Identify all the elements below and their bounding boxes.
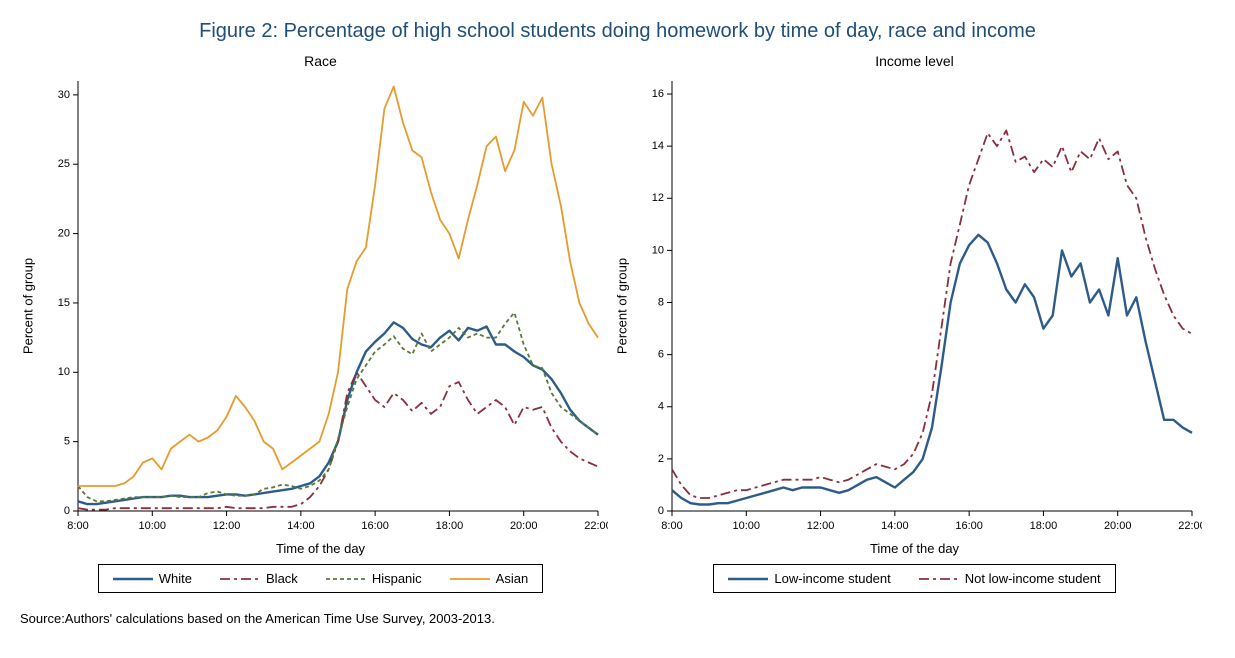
svg-text:0: 0 — [63, 505, 69, 517]
series-low-income-student — [672, 235, 1192, 505]
svg-text:14:00: 14:00 — [287, 520, 315, 532]
series-not-low-income-student — [672, 131, 1192, 499]
panel-income-ylabel: Percent of group — [614, 258, 629, 354]
income-plot: 0 2 4 6 8 10 12 14 16 8:00 10:00 12:00 14:00 16:00 18:… — [628, 73, 1202, 539]
legend-label: Low-income student — [774, 571, 890, 586]
svg-text:20:00: 20:00 — [1103, 520, 1131, 532]
legend-label: Not low-income student — [965, 571, 1101, 586]
svg-text:14: 14 — [651, 140, 663, 152]
svg-text:15: 15 — [57, 297, 69, 309]
series-black — [78, 372, 598, 509]
panel-income-xlabel: Time of the day — [870, 541, 959, 556]
panel-income-title: Income level — [875, 53, 954, 69]
svg-text:22:00: 22:00 — [584, 520, 608, 532]
income-legend: Low-income student Not low-income student — [713, 564, 1115, 593]
legend-item-white: White — [113, 571, 192, 586]
panel-race-xlabel: Time of the day — [276, 541, 365, 556]
svg-text:8:00: 8:00 — [661, 520, 682, 532]
panel-income: Income level Percent of group 0246810121… — [628, 53, 1202, 593]
svg-text:12:00: 12:00 — [212, 520, 240, 532]
svg-text:2: 2 — [657, 453, 663, 465]
svg-text:0: 0 — [657, 505, 663, 517]
legend-item-black: Black — [220, 571, 298, 586]
svg-text:10:00: 10:00 — [732, 520, 760, 532]
legend-item-not-low-income-student: Not low-income student — [919, 571, 1101, 586]
legend-item-asian: Asian — [450, 571, 529, 586]
svg-text:16: 16 — [651, 88, 663, 100]
svg-text:22:00: 22:00 — [1178, 520, 1202, 532]
series-hispanic — [78, 313, 598, 502]
svg-text:20: 20 — [57, 227, 69, 239]
svg-text:10:00: 10:00 — [138, 520, 166, 532]
series-asian — [78, 87, 598, 487]
panel-race-ylabel: Percent of group — [20, 258, 35, 354]
legend-item-hispanic: Hispanic — [326, 571, 422, 586]
svg-text:20:00: 20:00 — [509, 520, 537, 532]
panels-container: Race Percent of group 0510152025308:0010… — [20, 53, 1215, 593]
race-legend: White Black Hispanic Asian — [98, 564, 543, 593]
svg-text:10: 10 — [651, 244, 663, 256]
legend-label: Black — [266, 571, 298, 586]
panel-race: Race Percent of group 0510152025308:0010… — [34, 53, 608, 593]
svg-text:10: 10 — [57, 366, 69, 378]
svg-text:4: 4 — [657, 401, 663, 413]
panel-race-title: Race — [304, 53, 337, 69]
svg-text:25: 25 — [57, 158, 69, 170]
svg-text:18:00: 18:00 — [1029, 520, 1057, 532]
race-plot: 0 5 10 15 20 25 30 8:00 10:00 12:00 14:00 16:00 18:0… — [34, 73, 608, 539]
svg-text:8:00: 8:00 — [67, 520, 88, 532]
svg-text:18:00: 18:00 — [435, 520, 463, 532]
svg-text:6: 6 — [657, 349, 663, 361]
legend-label: White — [159, 571, 192, 586]
svg-text:16:00: 16:00 — [955, 520, 983, 532]
legend-label: Asian — [496, 571, 529, 586]
svg-text:14:00: 14:00 — [881, 520, 909, 532]
svg-text:30: 30 — [57, 89, 69, 101]
legend-item-low-income-student: Low-income student — [728, 571, 890, 586]
svg-text:5: 5 — [63, 436, 69, 448]
figure-title: Figure 2: Percentage of high school stud… — [20, 20, 1215, 43]
source-note: Source:Authors' calculations based on th… — [20, 611, 1215, 626]
svg-text:8: 8 — [657, 296, 663, 308]
svg-text:16:00: 16:00 — [361, 520, 389, 532]
svg-text:12: 12 — [651, 192, 663, 204]
svg-text:12:00: 12:00 — [806, 520, 834, 532]
legend-label: Hispanic — [372, 571, 422, 586]
